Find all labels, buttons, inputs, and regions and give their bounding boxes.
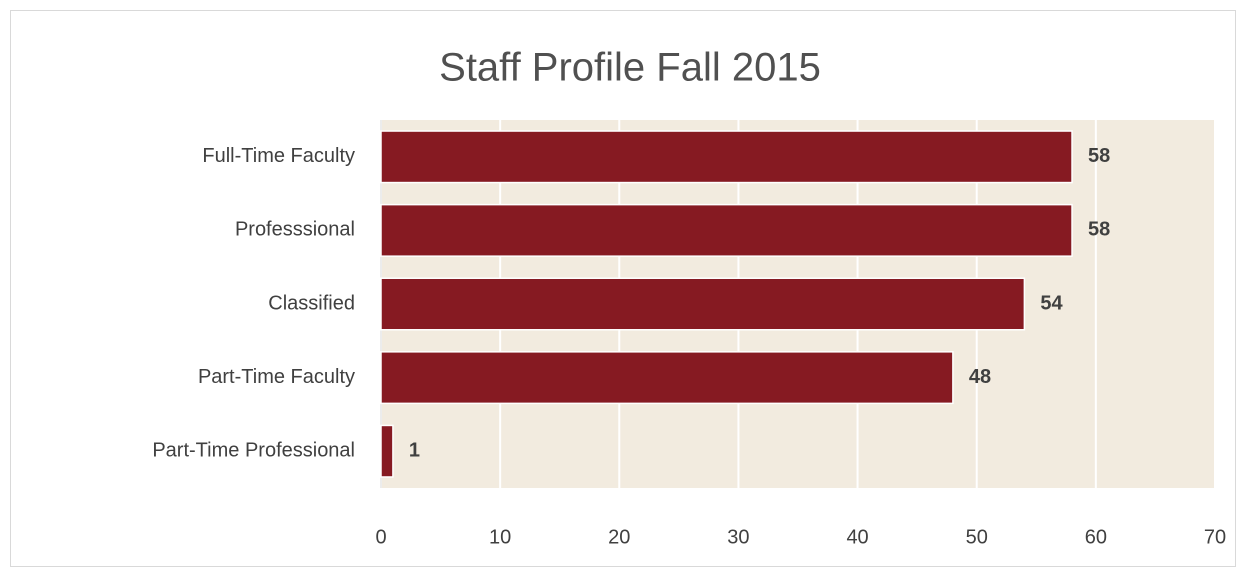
value-label: 1: [409, 439, 420, 461]
x-tick-label: 40: [846, 526, 868, 548]
y-tick-label: Professsional: [235, 219, 355, 241]
bar: [380, 277, 1026, 331]
value-label: 54: [1040, 292, 1063, 314]
y-tick-label: Classified: [268, 292, 355, 314]
x-tick-label: 20: [608, 526, 630, 548]
value-label: 58: [1088, 219, 1110, 241]
x-tick-label: 0: [375, 526, 386, 548]
x-tick-label: 30: [727, 526, 749, 548]
bar: [380, 351, 954, 405]
y-tick-label: Full-Time Faculty: [202, 145, 355, 167]
x-tick-label: 70: [1204, 526, 1226, 548]
y-tick-label: Part-Time Faculty: [198, 366, 355, 388]
x-tick-label: 10: [489, 526, 511, 548]
bar: [380, 424, 394, 478]
chart-title: Staff Profile Fall 2015: [439, 46, 821, 90]
value-label: 48: [969, 366, 991, 388]
bar: [380, 203, 1073, 257]
y-tick-label: Part-Time Professional: [152, 439, 355, 461]
value-label: 58: [1088, 145, 1110, 167]
x-tick-label: 50: [966, 526, 988, 548]
x-tick-label: 60: [1085, 526, 1107, 548]
bar: [380, 130, 1073, 184]
